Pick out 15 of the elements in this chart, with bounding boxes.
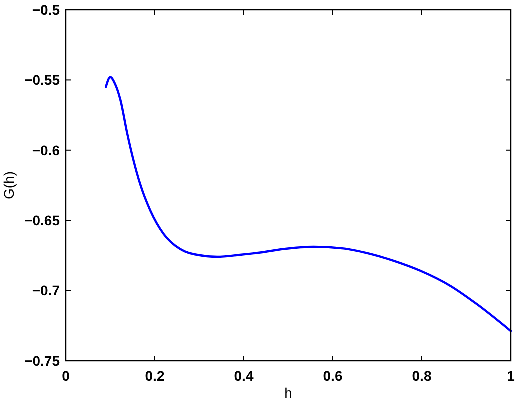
y-tick-label: −0.65 — [24, 212, 60, 228]
x-tick-label: 0.2 — [145, 368, 165, 384]
x-tick-label: 1 — [507, 368, 516, 384]
y-axis-title: G(h) — [1, 172, 17, 200]
y-tick-label: −0.5 — [32, 2, 60, 18]
x-axis-title: h — [284, 385, 292, 401]
y-tick-label: −0.6 — [32, 142, 60, 158]
y-tick-label: −0.75 — [24, 352, 60, 369]
x-tick-label: 0.6 — [323, 368, 343, 384]
y-tick-label: −0.55 — [24, 72, 60, 88]
y-tick-label: −0.7 — [32, 282, 60, 299]
x-tick-label: 0.4 — [234, 368, 254, 384]
x-tick-label: 0.8 — [412, 368, 432, 384]
x-tick-label: 0 — [62, 368, 70, 384]
line-series — [104, 76, 512, 332]
